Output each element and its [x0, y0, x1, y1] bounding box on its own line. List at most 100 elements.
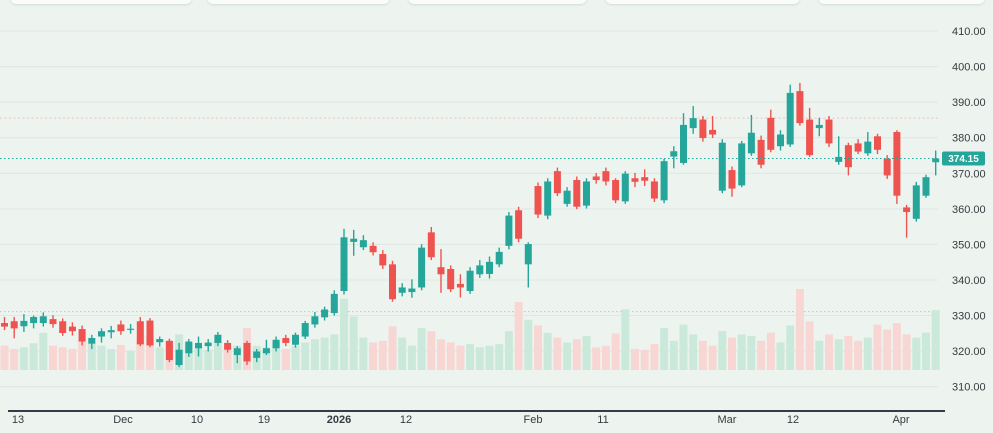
candle [301, 320, 309, 340]
candle [195, 336, 202, 357]
volume-bar [97, 345, 106, 370]
candle [369, 242, 377, 256]
candle [311, 312, 319, 328]
candle [243, 340, 251, 366]
candle [680, 113, 687, 165]
summary-card-2[interactable] [207, 0, 390, 4]
volume-bar [281, 348, 290, 370]
candle-body [602, 171, 610, 182]
candle-body [563, 190, 571, 204]
candle [486, 256, 493, 279]
candle-body [301, 323, 309, 337]
y-axis[interactable]: 410.00 400.00 390.00 380.00 370.00 360.00 350.… [952, 26, 986, 394]
candle-body [786, 92, 794, 145]
candle [893, 130, 901, 204]
volume-bar [766, 332, 775, 370]
candle [903, 204, 911, 238]
candle-body [476, 265, 484, 275]
candle [612, 178, 620, 204]
candle [709, 116, 717, 139]
candle [30, 315, 38, 329]
candle-body [398, 287, 406, 293]
x-axis-tick-label: 2026 [327, 414, 351, 426]
volume-bar [19, 347, 28, 370]
volume-bar [757, 340, 766, 370]
volume-bar [310, 339, 319, 370]
candle-body [903, 207, 911, 213]
volume-bar [689, 334, 698, 370]
summary-card-5[interactable] [818, 0, 985, 4]
volume-bar [359, 337, 368, 370]
candle-body [709, 129, 717, 135]
summary-card-3[interactable] [408, 0, 587, 4]
candle-body [146, 320, 154, 346]
candle-body [68, 326, 76, 332]
candle [912, 181, 920, 222]
x-axis[interactable]: 13 Dec 10 19 2026 12 Feb 11 Mar 12 Apr [12, 414, 910, 426]
candle [59, 318, 67, 336]
volume-bar [204, 349, 213, 370]
candle [505, 212, 513, 250]
candle-body [243, 342, 251, 362]
candle-body [486, 261, 493, 274]
candle-body [767, 117, 775, 150]
volume-bar [931, 310, 940, 370]
candle [631, 172, 639, 188]
volume-bar [534, 325, 542, 370]
candle-body [427, 232, 435, 258]
candle-body [49, 319, 57, 325]
candle [427, 226, 435, 261]
volume-bar [320, 337, 329, 370]
volume-bar [407, 345, 416, 370]
candle-body [107, 330, 115, 333]
candle [20, 314, 28, 332]
candle [602, 167, 610, 186]
summary-card-4[interactable] [605, 0, 800, 4]
volume-bar [398, 337, 407, 370]
volume-bar [262, 347, 271, 370]
summary-card-1[interactable] [10, 0, 192, 4]
volume-bar [146, 335, 154, 370]
volume-bar [39, 332, 48, 370]
candle-body [718, 142, 726, 191]
candle [10, 316, 18, 339]
volume-series [0, 289, 940, 370]
candle [379, 250, 387, 269]
volume-bar [631, 348, 639, 370]
volume-bar [640, 349, 649, 370]
volume-bar [427, 331, 436, 370]
candle [165, 338, 173, 363]
last-price-tag: 374.15 [942, 151, 985, 166]
candle [592, 172, 600, 184]
candle-body [777, 134, 784, 147]
y-axis-tick-label: 400.00 [952, 62, 986, 74]
candle-body [612, 180, 620, 201]
candle-body [854, 143, 862, 152]
candle [621, 171, 629, 204]
candle [738, 140, 746, 188]
candle [825, 116, 833, 147]
candle-body [311, 316, 319, 325]
candle [495, 247, 503, 268]
volume-bar [272, 342, 281, 370]
candle-body [224, 342, 232, 350]
volume-bar [475, 347, 484, 370]
candle [98, 328, 105, 343]
volume-bar [737, 334, 746, 370]
volume-bar [388, 326, 397, 370]
candle-body [747, 132, 755, 154]
volume-bar [446, 342, 455, 370]
candle-body [893, 132, 901, 196]
volume-bar [572, 339, 581, 370]
x-axis-tick-label: 13 [12, 414, 24, 426]
volume-bar [844, 335, 853, 370]
candle-body [621, 173, 629, 202]
candle-body [359, 240, 367, 248]
candle-body [117, 324, 125, 332]
volume-bar [223, 347, 232, 370]
candle-body [641, 177, 649, 181]
y-axis-tick-label: 330.00 [952, 311, 986, 323]
candle-body [650, 181, 658, 199]
candle-body [136, 321, 144, 345]
